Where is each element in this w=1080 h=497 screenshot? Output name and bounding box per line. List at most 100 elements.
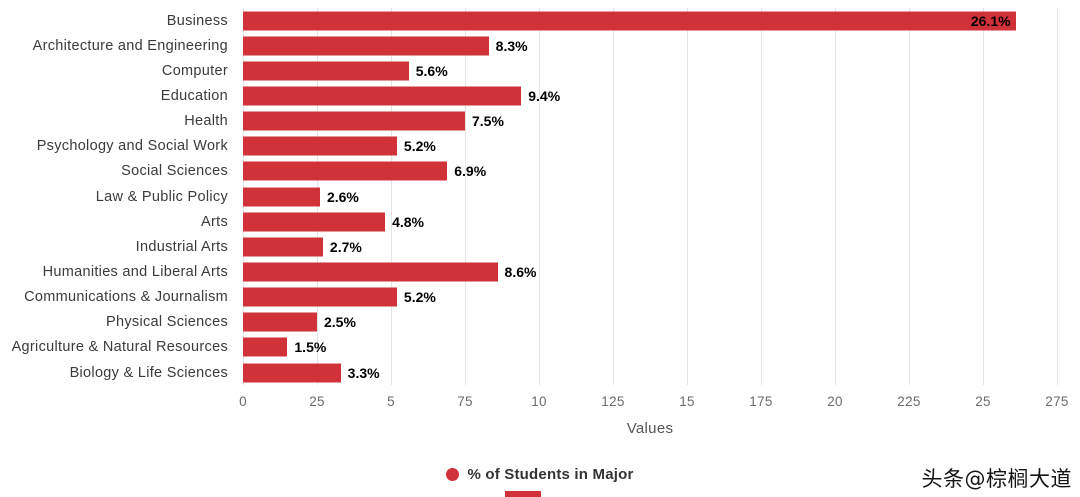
bar-row: Psychology and Social Work 5.2% bbox=[0, 134, 1057, 159]
category-label: Social Sciences bbox=[121, 163, 228, 180]
gridline bbox=[539, 8, 540, 385]
bar-value-label: 5.2% bbox=[403, 138, 436, 155]
bar-value-label: 26.1% bbox=[970, 12, 1011, 29]
x-axis-tick-label: 10 bbox=[531, 394, 547, 409]
bar-track: 26.1% bbox=[243, 8, 1057, 33]
category-label: Computer bbox=[161, 62, 228, 79]
category-label: Biology & Life Sciences bbox=[69, 364, 228, 381]
bar-track: 2.7% bbox=[243, 234, 1057, 259]
bar[interactable] bbox=[243, 61, 409, 81]
bar-track: 5.2% bbox=[243, 285, 1057, 310]
x-axis-tick-label: 15 bbox=[679, 394, 695, 409]
bar-track: 2.5% bbox=[243, 310, 1057, 335]
x-axis-tick-label: 275 bbox=[1045, 394, 1069, 409]
x-axis-tick-label: 25 bbox=[975, 394, 991, 409]
bar-value-label: 4.8% bbox=[392, 213, 424, 230]
bar-track: 1.5% bbox=[243, 335, 1057, 360]
x-axis-tick-label: 20 bbox=[827, 394, 843, 409]
category-label: Health bbox=[184, 113, 228, 130]
bar-value-label: 7.5% bbox=[472, 113, 504, 130]
x-axis-tick-label: 5 bbox=[387, 394, 395, 409]
gridline bbox=[613, 8, 614, 385]
bar-track: 7.5% bbox=[243, 109, 1057, 134]
bar[interactable] bbox=[243, 337, 288, 357]
legend: % of Students in Major bbox=[0, 466, 1080, 483]
bar-row: Industrial Arts 2.7% bbox=[0, 234, 1057, 259]
category-label: Physical Sciences bbox=[106, 314, 228, 331]
gridline bbox=[909, 8, 910, 385]
watermark-text: 头条@棕榈大道 bbox=[921, 467, 1072, 491]
bar[interactable] bbox=[243, 212, 386, 232]
bar[interactable] bbox=[243, 363, 341, 383]
bar-value-label: 9.4% bbox=[528, 87, 561, 104]
category-label: Psychology and Social Work bbox=[36, 138, 228, 155]
bar-row: Biology & Life Sciences 3.3% bbox=[0, 360, 1057, 385]
bar-row: Physical Sciences 2.5% bbox=[0, 310, 1057, 335]
cropped-red-element bbox=[505, 491, 541, 497]
bar[interactable] bbox=[243, 136, 397, 156]
bar-value-label: 2.7% bbox=[329, 238, 362, 255]
bar-value-label: 1.5% bbox=[294, 339, 327, 356]
x-axis-tick-label: 125 bbox=[601, 394, 625, 409]
category-label: Industrial Arts bbox=[135, 238, 228, 255]
bar-row: Communications & Journalism 5.2% bbox=[0, 285, 1057, 310]
bar-row: Social Sciences 6.9% bbox=[0, 159, 1057, 184]
bar-track: 4.8% bbox=[243, 209, 1057, 234]
bar-track: 3.3% bbox=[243, 360, 1057, 385]
bar[interactable] bbox=[243, 262, 498, 282]
bar-row: Business 26.1% bbox=[0, 8, 1057, 33]
category-label: Arts bbox=[201, 213, 228, 230]
gridline bbox=[983, 8, 984, 385]
category-label: Law & Public Policy bbox=[95, 188, 228, 205]
bar-row: Law & Public Policy 2.6% bbox=[0, 184, 1057, 209]
category-label: Humanities and Liberal Arts bbox=[42, 263, 228, 280]
bar-rows: Business 26.1% Architecture and Engineerin… bbox=[0, 8, 1057, 385]
x-axis-ticks: 0 25 5 75 10 125 15 175 20 225 25 275 bbox=[239, 394, 1068, 412]
x-axis-title: Values bbox=[626, 420, 674, 437]
bar-row: Humanities and Liberal Arts 8.6% bbox=[0, 259, 1057, 284]
gridline bbox=[835, 8, 836, 385]
bar-row: Architecture and Engineering 8.3% bbox=[0, 33, 1057, 58]
bar-track: 8.3% bbox=[243, 33, 1057, 58]
bar[interactable] bbox=[243, 312, 317, 332]
bar-track: 9.4% bbox=[243, 83, 1057, 108]
gridline bbox=[1057, 8, 1058, 385]
bar[interactable] bbox=[243, 237, 323, 257]
bar-value-label: 8.6% bbox=[504, 263, 537, 280]
bar-value-label: 6.9% bbox=[454, 163, 487, 180]
gridline bbox=[761, 8, 762, 385]
gridline bbox=[687, 8, 688, 385]
bar-row: Computer 5.6% bbox=[0, 58, 1057, 83]
bar-track: 2.6% bbox=[243, 184, 1057, 209]
bar[interactable] bbox=[243, 161, 448, 181]
bar-value-label: 2.6% bbox=[326, 188, 359, 205]
x-axis-tick-label: 175 bbox=[749, 394, 773, 409]
gridline bbox=[391, 8, 392, 385]
bar-track: 6.9% bbox=[243, 159, 1057, 184]
bar-value-label: 5.2% bbox=[403, 289, 436, 306]
bar[interactable] bbox=[243, 86, 522, 106]
category-label: Business bbox=[166, 12, 228, 29]
bar-row: Agriculture & Natural Resources 1.5% bbox=[0, 335, 1057, 360]
bar-track: 5.6% bbox=[243, 58, 1057, 83]
bar-value-label: 8.3% bbox=[495, 37, 528, 54]
bar[interactable] bbox=[243, 187, 320, 207]
bar-value-label: 5.6% bbox=[415, 62, 448, 79]
bar-value-label: 2.5% bbox=[324, 314, 356, 331]
x-axis-tick-label: 225 bbox=[897, 394, 921, 409]
bar[interactable] bbox=[243, 11, 1016, 31]
category-label: Architecture and Engineering bbox=[32, 37, 228, 54]
x-axis-tick-label: 75 bbox=[457, 394, 473, 409]
bar-track: 5.2% bbox=[243, 134, 1057, 159]
category-label: Communications & Journalism bbox=[24, 289, 228, 306]
bar[interactable] bbox=[243, 287, 397, 307]
bar[interactable] bbox=[243, 36, 489, 56]
x-axis-tick-label: 25 bbox=[309, 394, 325, 409]
bar-track: 8.6% bbox=[243, 259, 1057, 284]
legend-item-students-in-major[interactable]: % of Students in Major bbox=[446, 466, 633, 483]
x-axis-tick-label: 0 bbox=[239, 394, 247, 409]
bar-row: Arts 4.8% bbox=[0, 209, 1057, 234]
bar-row: Health 7.5% bbox=[0, 109, 1057, 134]
bar[interactable] bbox=[243, 111, 465, 131]
